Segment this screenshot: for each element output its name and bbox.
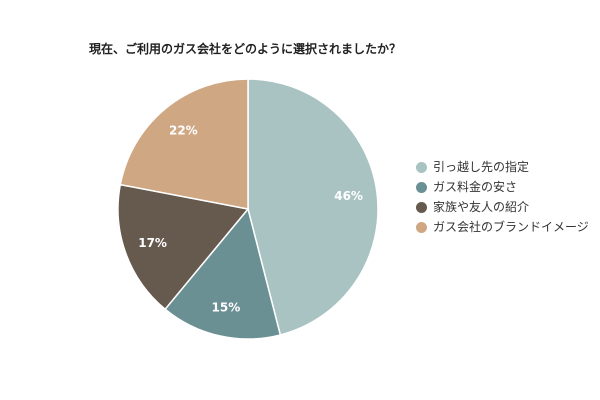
pie-slice-1[interactable]: [164, 207, 282, 340]
legend-label: ガス会社のブランドイメージ: [433, 220, 589, 234]
pie-value-label-3: 22%: [169, 123, 198, 137]
legend-swatch-icon: [416, 182, 427, 193]
chart-title: 現在、ご利用のガス会社をどのように選択されましたか？: [89, 42, 402, 56]
legend-swatch-icon: [416, 162, 427, 173]
pie-slices: [117, 78, 379, 340]
legend-label: ガス料金の安さ: [433, 180, 518, 194]
pie-value-label-2: 17%: [138, 236, 167, 250]
pie-slice-2[interactable]: [117, 183, 250, 311]
legend-item-1[interactable]: ガス料金の安さ: [416, 180, 600, 195]
pie-slice-0[interactable]: [247, 78, 379, 336]
legend-swatch-icon: [416, 222, 427, 233]
legend-label: 家族や友人の紹介: [433, 200, 530, 214]
pie-value-labels: 46% 15% 17% 22%: [138, 123, 363, 314]
chart-legend: 引っ越し先の指定 ガス料金の安さ 家族や友人の紹介 ガス会社のブランドイメージ: [416, 160, 600, 240]
pie-value-label-0: 46%: [334, 189, 363, 203]
legend-swatch-icon: [416, 202, 427, 213]
legend-item-3[interactable]: ガス会社のブランドイメージ: [416, 220, 600, 235]
legend-item-0[interactable]: 引っ越し先の指定: [416, 160, 600, 175]
legend-item-2[interactable]: 家族や友人の紹介: [416, 200, 600, 215]
pie-value-label-1: 15%: [212, 300, 241, 314]
pie-slice-3[interactable]: [119, 78, 249, 210]
legend-label: 引っ越し先の指定: [433, 160, 530, 174]
